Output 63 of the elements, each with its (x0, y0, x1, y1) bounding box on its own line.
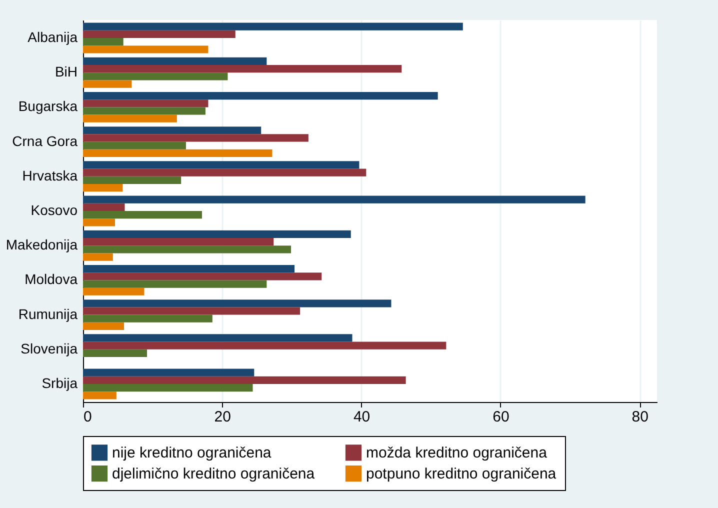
bar (83, 253, 113, 261)
bar (83, 334, 352, 342)
legend-label: nije kreditno ograničena (112, 444, 272, 462)
bar (83, 376, 406, 384)
bar (83, 176, 182, 184)
bar (83, 46, 208, 54)
y-tick-label: Crna Gora (12, 132, 78, 149)
bar (83, 264, 295, 273)
bar (83, 342, 446, 350)
bar (83, 57, 267, 65)
bar (83, 349, 148, 358)
bar (83, 126, 262, 134)
bar (83, 22, 463, 30)
y-tick-label: Makedonija (6, 236, 78, 253)
y-tick-label: Rumunija (18, 306, 78, 322)
x-tick-label: 80 (632, 408, 648, 426)
bar (83, 30, 236, 38)
bar (83, 168, 366, 176)
x-tick-label: 60 (492, 408, 510, 426)
bar (83, 368, 254, 376)
y-tick-label: Albanija (28, 28, 78, 45)
bar (83, 142, 186, 150)
bar (83, 211, 202, 219)
bar (83, 134, 308, 142)
bar (83, 392, 116, 400)
bar (83, 149, 272, 158)
x-tick-label: 40 (353, 408, 370, 426)
bar (83, 300, 392, 308)
bar (83, 92, 438, 100)
y-tick-label: Bugarska (18, 98, 78, 114)
bar (83, 272, 322, 280)
bar (83, 203, 125, 211)
y-tick-label: Kosovo (30, 202, 78, 218)
bar (83, 72, 228, 80)
bar (83, 161, 360, 169)
bar (83, 280, 267, 288)
x-tick-label: 20 (214, 408, 231, 426)
bar (83, 246, 292, 254)
bar (83, 238, 274, 246)
legend-label: možda kreditno ograničena (366, 444, 548, 462)
legend-label: potpuno kreditno ograničena (366, 466, 557, 482)
y-tick-label: Slovenija (20, 340, 78, 356)
legend-label: djelimično kreditno ograničena (112, 466, 316, 482)
bar (83, 64, 402, 73)
bar (83, 384, 253, 392)
bar (83, 218, 116, 226)
y-tick-label: Srbija (42, 375, 78, 392)
x-tick-label: 0 (84, 408, 92, 426)
bar (83, 114, 177, 122)
y-tick-label: Hrvatska (22, 167, 78, 184)
bar (83, 230, 351, 238)
bar (83, 314, 212, 322)
bar (83, 196, 586, 204)
y-tick-label: Moldova (24, 271, 78, 288)
bar (83, 184, 123, 192)
bar (83, 322, 124, 330)
bar (83, 107, 206, 115)
bar (83, 307, 300, 315)
bar (83, 100, 208, 108)
bar (83, 80, 132, 88)
y-tick-label: BiH (54, 64, 78, 80)
bar (83, 38, 124, 46)
bar (83, 288, 144, 296)
